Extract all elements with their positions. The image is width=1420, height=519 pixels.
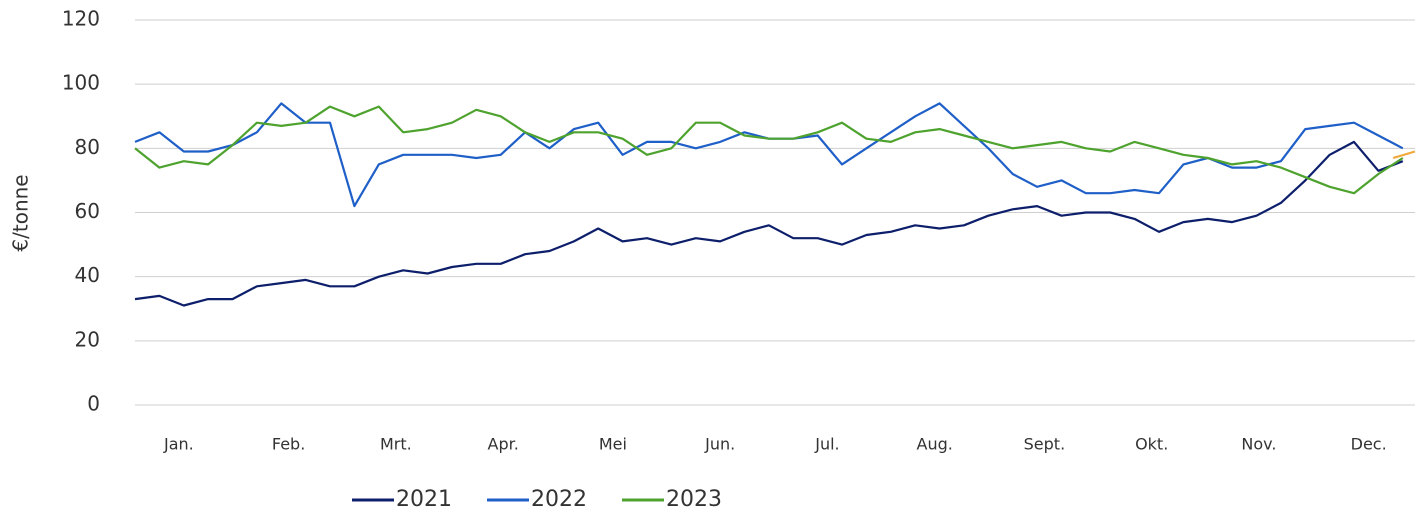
y-tick-label: 120	[62, 7, 100, 31]
x-tick-label: Jan.	[163, 435, 194, 454]
line-series	[134, 105, 1404, 195]
x-tick-label: Mei	[599, 435, 627, 454]
y-axis-label: €/tonne	[9, 174, 33, 251]
x-tick-label: Apr.	[488, 435, 519, 454]
x-tick-label: Aug.	[917, 435, 953, 454]
x-tick-label: Dec.	[1351, 435, 1387, 454]
y-tick-label: 40	[75, 263, 100, 287]
line-series	[134, 102, 1404, 208]
x-tick-label: Sept.	[1024, 435, 1066, 454]
x-tick-label: Jul.	[814, 435, 839, 454]
x-tick-label: Feb.	[272, 435, 305, 454]
line-series	[134, 140, 1404, 307]
y-tick-label: 60	[75, 199, 100, 223]
x-tick-label: Okt.	[1135, 435, 1168, 454]
x-tick-label: Nov.	[1241, 435, 1276, 454]
legend-label: 2022	[531, 487, 587, 512]
y-tick-label: 20	[75, 327, 100, 351]
y-tick-label: 100	[62, 71, 100, 95]
y-tick-label: 0	[87, 392, 100, 416]
x-tick-label: Mrt.	[380, 435, 412, 454]
y-tick-label: 80	[75, 135, 100, 159]
line-series	[1392, 150, 1416, 160]
legend-label: 2021	[396, 487, 452, 512]
x-tick-label: Jun.	[704, 435, 735, 454]
legend-label: 2023	[666, 487, 722, 512]
